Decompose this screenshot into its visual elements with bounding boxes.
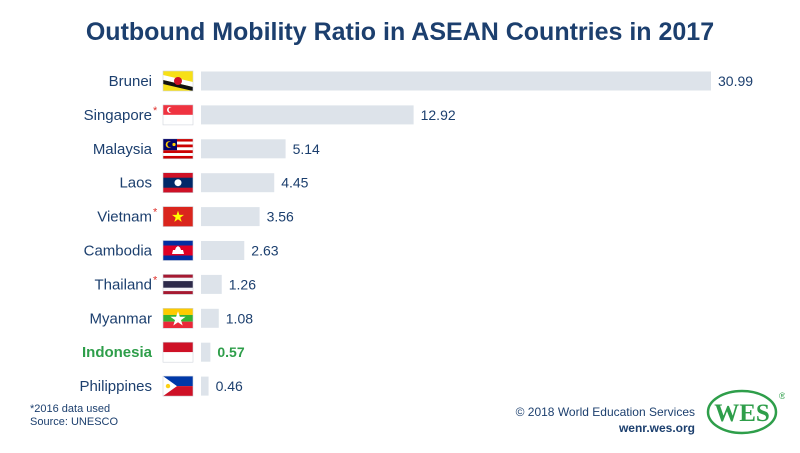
flag-stripe: [163, 386, 193, 397]
wes-logo-text: WES: [714, 400, 770, 427]
value-label-singapore: 12.92: [421, 107, 456, 123]
value-label-cambodia: 2.63: [251, 243, 278, 259]
wes-logo: WES ®: [706, 389, 785, 435]
flag-stripe: [163, 376, 193, 387]
value-label-vietnam: 3.56: [267, 209, 294, 225]
flag-stripe: [163, 321, 193, 329]
flag-myanmar: [162, 307, 194, 329]
flag-border: [162, 240, 194, 261]
flag-crescent-cut: [167, 141, 173, 148]
flag-sun: [165, 383, 171, 389]
flag-stripe: [163, 114, 193, 125]
flag-emblem: [174, 77, 182, 85]
flag-stripe: [163, 144, 193, 148]
flag-temple: [172, 246, 184, 254]
flag-stripe: [163, 104, 193, 115]
value-label-laos: 4.45: [281, 175, 308, 191]
flag-cambodia: [162, 240, 194, 261]
bar-laos: [201, 173, 275, 193]
credit: © 2018 World Education Services wenr.wes…: [516, 404, 695, 436]
flag-border: [162, 274, 194, 295]
footnote-note: *2016 data used: [30, 403, 111, 415]
bar-cambodia: [201, 241, 245, 260]
flag-crescent-cut: [168, 107, 174, 113]
flag-star: [172, 210, 184, 222]
flag-singapore: [162, 104, 194, 126]
bar-thailand: [201, 274, 222, 294]
flag-stripe: [163, 153, 193, 156]
chart-title: Outbound Mobility Ratio in ASEAN Countri…: [85, 18, 715, 46]
category-label-cambodia: Cambodia: [84, 243, 153, 260]
flag-thailand: [162, 274, 194, 295]
value-label-malaysia: 5.14: [293, 141, 320, 157]
category-label-indonesia: Indonesia: [82, 344, 153, 361]
bar-myanmar: [201, 308, 219, 328]
category-label-vietnam: Vietnam: [97, 209, 152, 226]
copyright-text: © 2018 World Education Services: [515, 405, 695, 419]
flag-stripe: [163, 80, 193, 91]
flag-indonesia: [162, 341, 194, 363]
bar-malaysia: [201, 139, 286, 159]
flag-stripe: [163, 155, 193, 159]
flag-vietnam: [162, 206, 194, 227]
bar-indonesia: [201, 342, 211, 362]
footnote-source: Source: UNESCO: [30, 416, 119, 428]
value-label-philippines: 0.46: [216, 378, 243, 394]
category-label-laos: Laos: [119, 175, 152, 192]
bar-brunei: [201, 71, 711, 91]
flag-border: [162, 104, 194, 126]
asterisk-mark: *: [153, 207, 158, 219]
value-label-myanmar: 1.08: [226, 310, 253, 326]
flag-malaysia: [162, 138, 194, 160]
category-label-thailand: Thailand: [94, 276, 152, 293]
flag-brunei: [162, 70, 194, 92]
flag-border: [162, 307, 194, 329]
flag-border: [162, 206, 194, 227]
value-label-thailand: 1.26: [229, 276, 256, 292]
flag-star: [172, 142, 176, 147]
category-label-malaysia: Malaysia: [93, 141, 153, 158]
category-label-myanmar: Myanmar: [89, 310, 152, 327]
flag-border: [162, 341, 194, 363]
category-label-brunei: Brunei: [109, 73, 152, 90]
flag-stripe: [163, 138, 193, 142]
flag-border: [162, 70, 194, 92]
flag-stripe: [163, 281, 193, 288]
flag-laos: [162, 172, 194, 193]
value-label-brunei: 30.99: [718, 73, 753, 89]
flag-stripe: [163, 352, 193, 363]
bar-philippines: [201, 376, 209, 396]
site-url: wenr.wes.org: [618, 421, 695, 435]
footnote: *2016 data used Source: UNESCO: [30, 403, 118, 429]
registered-mark: ®: [779, 391, 785, 401]
bar-vietnam: [201, 207, 260, 227]
flag-star: [170, 311, 186, 326]
flag-stripe: [163, 150, 193, 154]
flag-border: [162, 375, 194, 397]
bar-singapore: [201, 105, 414, 125]
flag-border: [162, 172, 194, 193]
value-label-indonesia: 0.57: [217, 344, 244, 360]
category-label-singapore: Singapore: [84, 107, 152, 124]
flag-stripe: [163, 141, 193, 145]
asterisk-mark: *: [153, 105, 158, 117]
flag-stripe: [163, 147, 193, 151]
asterisk-mark: *: [153, 274, 158, 286]
flag-disc: [174, 179, 182, 187]
category-label-philippines: Philippines: [79, 378, 152, 395]
flag-border: [162, 138, 194, 160]
flag-philippines: [162, 375, 194, 397]
flag-stripe: [163, 342, 193, 353]
